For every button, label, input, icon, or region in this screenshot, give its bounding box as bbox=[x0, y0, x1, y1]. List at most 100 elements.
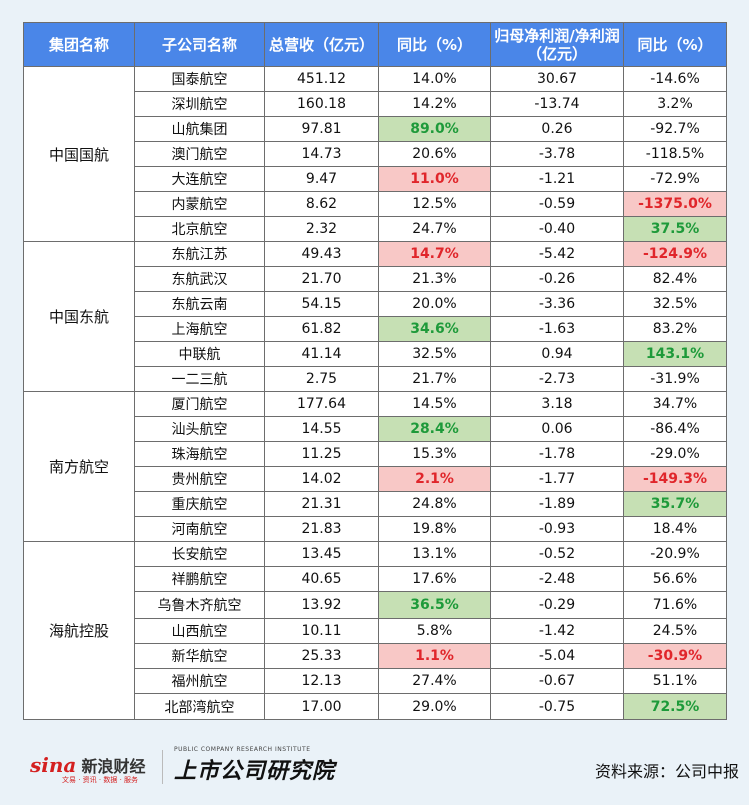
company-cell: 国泰航空 bbox=[134, 66, 265, 92]
profit-yoy-cell: 82.4% bbox=[623, 266, 727, 292]
revenue-cell: 2.75 bbox=[264, 366, 379, 392]
profit-cell: -0.26 bbox=[490, 266, 624, 292]
profit-yoy-cell: -1375.0% bbox=[623, 191, 727, 217]
table-row: 中联航 41.14 32.5% 0.94 143.1% bbox=[24, 341, 727, 367]
profit-cell: -1.78 bbox=[490, 441, 624, 467]
revenue-yoy-cell: 36.5% bbox=[378, 591, 491, 619]
data-source-note: 资料来源：公司中报 bbox=[594, 762, 739, 781]
revenue-cell: 451.12 bbox=[264, 66, 379, 92]
revenue-cell: 54.15 bbox=[264, 291, 379, 317]
company-cell: 一二三航 bbox=[134, 366, 265, 392]
profit-cell: -3.78 bbox=[490, 141, 624, 167]
profit-cell: -13.74 bbox=[490, 91, 624, 117]
header-revenue-yoy: 同比（%） bbox=[378, 22, 491, 67]
profit-yoy-cell: 18.4% bbox=[623, 516, 727, 542]
profit-cell: -5.42 bbox=[490, 241, 624, 267]
revenue-yoy-cell: 19.8% bbox=[378, 516, 491, 542]
sina-logo-text: sina bbox=[30, 753, 77, 777]
company-cell: 重庆航空 bbox=[134, 491, 265, 517]
profit-cell: -0.52 bbox=[490, 541, 624, 567]
revenue-yoy-cell: 21.3% bbox=[378, 266, 491, 292]
revenue-cell: 40.65 bbox=[264, 566, 379, 592]
revenue-cell: 11.25 bbox=[264, 441, 379, 467]
table-row: 南方航空 厦门航空 177.64 14.5% 3.18 34.7% bbox=[23, 391, 727, 542]
revenue-cell: 13.45 bbox=[264, 541, 379, 567]
company-cell: 厦门航空 bbox=[134, 391, 265, 417]
header-profit: 归母净利润/净利润（亿元） bbox=[490, 22, 624, 67]
profit-yoy-cell: 35.7% bbox=[623, 491, 727, 517]
table-row: 汕头航空 14.55 28.4% 0.06 -86.4% bbox=[24, 416, 727, 442]
company-cell: 长安航空 bbox=[134, 541, 265, 567]
revenue-yoy-cell: 20.6% bbox=[378, 141, 491, 167]
profit-cell: -0.59 bbox=[490, 191, 624, 217]
table-row: 深圳航空 160.18 14.2% -13.74 3.2% bbox=[24, 91, 727, 117]
group-name-cell: 海航控股 bbox=[23, 541, 135, 720]
sina-finance-logo: sina 新浪财经 文易 · 资讯 · 数据 · 服务 bbox=[30, 753, 146, 784]
table-row: 山西航空 10.11 5.8% -1.42 24.5% bbox=[24, 618, 727, 644]
company-cell: 中联航 bbox=[134, 341, 265, 367]
sina-tagline: 文易 · 资讯 · 数据 · 服务 bbox=[62, 776, 139, 784]
revenue-cell: 177.64 bbox=[264, 391, 379, 417]
header-revenue: 总营收（亿元） bbox=[264, 22, 379, 67]
airline-subsidiary-table: 集团名称 子公司名称 总营收（亿元） 同比（%） 归母净利润/净利润（亿元） 同… bbox=[23, 22, 727, 720]
company-cell: 北京航空 bbox=[134, 216, 265, 242]
revenue-yoy-cell: 14.0% bbox=[378, 66, 491, 92]
revenue-cell: 2.32 bbox=[264, 216, 379, 242]
company-cell: 东航武汉 bbox=[134, 266, 265, 292]
revenue-yoy-cell: 14.2% bbox=[378, 91, 491, 117]
revenue-cell: 61.82 bbox=[264, 316, 379, 342]
profit-yoy-cell: -31.9% bbox=[623, 366, 727, 392]
company-cell: 乌鲁木齐航空 bbox=[134, 591, 265, 619]
profit-yoy-cell: 34.7% bbox=[623, 391, 727, 417]
profit-cell: -3.36 bbox=[490, 291, 624, 317]
profit-cell: -1.77 bbox=[490, 466, 624, 492]
group-name-cell: 中国东航 bbox=[23, 241, 135, 392]
revenue-yoy-cell: 17.6% bbox=[378, 566, 491, 592]
table-row: 内蒙航空 8.62 12.5% -0.59 -1375.0% bbox=[24, 191, 727, 217]
header-group: 集团名称 bbox=[23, 22, 135, 67]
revenue-yoy-cell: 12.5% bbox=[378, 191, 491, 217]
profit-cell: -2.48 bbox=[490, 566, 624, 592]
group-name-cell: 中国国航 bbox=[23, 66, 135, 242]
revenue-cell: 14.55 bbox=[264, 416, 379, 442]
profit-cell: -1.63 bbox=[490, 316, 624, 342]
profit-yoy-cell: -30.9% bbox=[623, 643, 727, 669]
profit-yoy-cell: -118.5% bbox=[623, 141, 727, 167]
profit-cell: -0.93 bbox=[490, 516, 624, 542]
header-profit-yoy: 同比（%） bbox=[623, 22, 727, 67]
revenue-yoy-cell: 24.7% bbox=[378, 216, 491, 242]
revenue-cell: 13.92 bbox=[264, 591, 379, 619]
profit-yoy-cell: 83.2% bbox=[623, 316, 727, 342]
revenue-yoy-cell: 28.4% bbox=[378, 416, 491, 442]
profit-yoy-cell: 56.6% bbox=[623, 566, 727, 592]
revenue-cell: 12.13 bbox=[264, 668, 379, 694]
revenue-yoy-cell: 14.5% bbox=[378, 391, 491, 417]
sina-finance-name: 新浪财经 bbox=[81, 757, 146, 776]
company-cell: 福州航空 bbox=[134, 668, 265, 694]
profit-cell: -0.67 bbox=[490, 668, 624, 694]
revenue-yoy-cell: 32.5% bbox=[378, 341, 491, 367]
profit-yoy-cell: -72.9% bbox=[623, 166, 727, 192]
revenue-yoy-cell: 5.8% bbox=[378, 618, 491, 644]
revenue-yoy-cell: 2.1% bbox=[378, 466, 491, 492]
company-cell: 东航江苏 bbox=[134, 241, 265, 267]
company-cell: 山航集团 bbox=[134, 116, 265, 142]
company-cell: 山西航空 bbox=[134, 618, 265, 644]
profit-yoy-cell: 24.5% bbox=[623, 618, 727, 644]
revenue-yoy-cell: 20.0% bbox=[378, 291, 491, 317]
profit-cell: -1.21 bbox=[490, 166, 624, 192]
company-cell: 新华航空 bbox=[134, 643, 265, 669]
table-row: 一二三航 2.75 21.7% -2.73 -31.9% bbox=[24, 366, 727, 392]
profit-yoy-cell: 51.1% bbox=[623, 668, 727, 694]
profit-cell: 30.67 bbox=[490, 66, 624, 92]
revenue-yoy-cell: 89.0% bbox=[378, 116, 491, 142]
institute-english-name: PUBLIC COMPANY RESEARCH INSTITUTE bbox=[174, 746, 311, 753]
revenue-yoy-cell: 24.8% bbox=[378, 491, 491, 517]
footer: sina 新浪财经 文易 · 资讯 · 数据 · 服务 PUBLIC COMPA… bbox=[0, 738, 749, 805]
profit-yoy-cell: 3.2% bbox=[623, 91, 727, 117]
revenue-cell: 97.81 bbox=[264, 116, 379, 142]
table-container: 集团名称 子公司名称 总营收（亿元） 同比（%） 归母净利润/净利润（亿元） 同… bbox=[23, 22, 727, 720]
revenue-yoy-cell: 11.0% bbox=[378, 166, 491, 192]
revenue-cell: 25.33 bbox=[264, 643, 379, 669]
footer-divider bbox=[162, 750, 163, 784]
